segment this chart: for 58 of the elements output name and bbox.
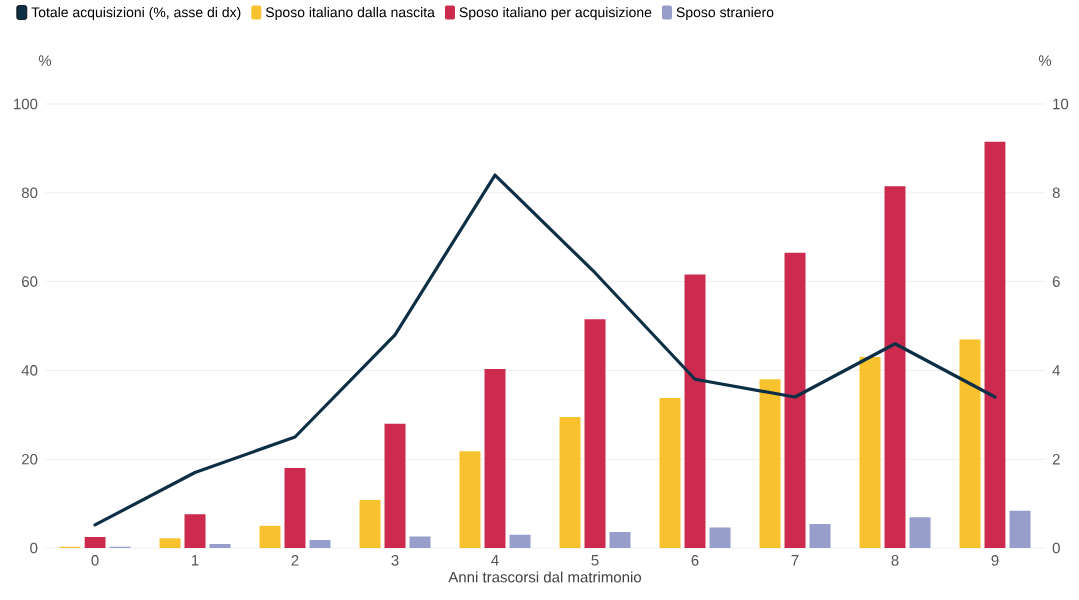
y-tick-label: 40	[21, 365, 38, 376]
line-series	[93, 173, 997, 527]
bar	[184, 514, 206, 548]
bar	[684, 274, 706, 548]
bar	[659, 397, 681, 548]
y-tick-label: 100	[14, 98, 38, 110]
bar	[1009, 510, 1031, 548]
x-tick-label: 2	[291, 555, 299, 566]
bar	[709, 527, 731, 548]
bar	[384, 423, 406, 548]
bar	[559, 417, 581, 548]
bar	[759, 379, 781, 548]
bar	[984, 141, 1006, 548]
bar	[784, 252, 806, 548]
legend-label: Totale acquisizioni (%, asse di dx)	[31, 6, 241, 21]
legend-label: Sposo straniero	[676, 6, 774, 21]
y2-tick-label: 8	[1052, 187, 1060, 199]
x-tick-label: 8	[891, 555, 899, 566]
bar	[209, 544, 231, 548]
x-tick-label: 3	[391, 555, 399, 566]
bar	[359, 500, 381, 548]
bar	[459, 451, 481, 548]
bar	[84, 536, 106, 548]
y-axis-title: %	[38, 55, 52, 66]
x-tick-label: 0	[91, 555, 99, 566]
y-tick-label: 20	[22, 453, 38, 465]
y2-tick-label: 4	[1052, 365, 1060, 376]
y2-tick-label: 10	[1053, 98, 1069, 110]
y2-tick-label: 2	[1052, 453, 1060, 465]
x-tick-label: 6	[691, 555, 699, 566]
x-axis-title: Anni trascorsi dal matrimonio	[448, 571, 642, 583]
bar	[884, 186, 906, 548]
y-tick-label: 80	[21, 187, 38, 199]
y2-tick-label: 0	[1052, 542, 1060, 554]
bar	[959, 339, 981, 548]
bar	[584, 319, 606, 548]
x-tick-label: 9	[991, 555, 999, 566]
legend-label: Sposo italiano per acquisizione	[459, 6, 652, 21]
x-tick-label: 4	[491, 555, 499, 566]
y2-axis-title: %	[1038, 55, 1052, 66]
bar	[509, 534, 531, 548]
bar	[159, 538, 181, 548]
x-tick-label: 7	[791, 555, 799, 566]
legend-label: Sposo italiano dalla nascita	[265, 6, 435, 21]
y2-tick-label: 6	[1052, 276, 1060, 287]
bar	[284, 468, 306, 548]
bar	[484, 369, 506, 548]
bar	[859, 357, 881, 548]
bar	[409, 536, 431, 548]
y-tick-label: 60	[22, 276, 38, 287]
x-tick-label: 5	[591, 555, 599, 566]
x-tick-label: 1	[191, 555, 199, 566]
bar	[809, 524, 831, 548]
bar	[259, 525, 281, 548]
bar	[909, 517, 931, 548]
bar	[609, 532, 631, 548]
y-tick-label: 0	[30, 542, 38, 554]
bar	[309, 540, 331, 548]
